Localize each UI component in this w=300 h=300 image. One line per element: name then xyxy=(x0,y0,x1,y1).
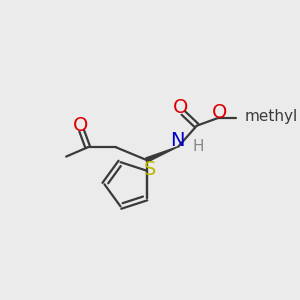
Text: S: S xyxy=(143,160,156,179)
Text: H: H xyxy=(192,139,204,154)
Polygon shape xyxy=(146,146,178,162)
Text: O: O xyxy=(173,98,188,117)
Text: methyl: methyl xyxy=(244,109,298,124)
Text: N: N xyxy=(170,131,184,150)
Text: O: O xyxy=(73,116,88,135)
Text: O: O xyxy=(212,103,227,122)
